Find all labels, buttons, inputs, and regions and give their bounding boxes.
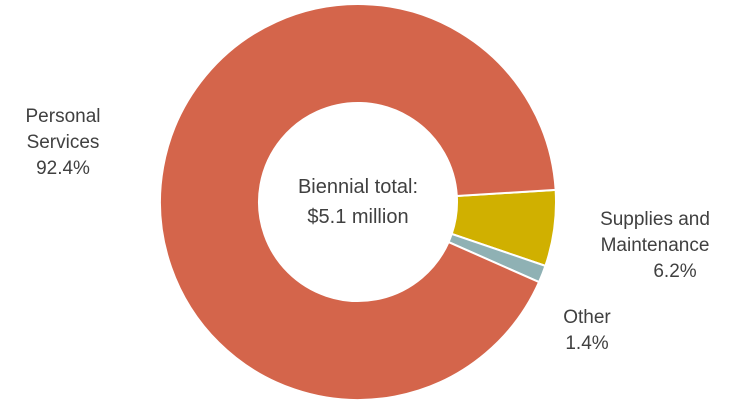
slice-label-other-value: 1.4% — [565, 333, 609, 354]
center-label-line-2: $5.1 million — [307, 206, 409, 228]
center-label-line-1: Biennial total: — [297, 176, 419, 198]
slice-label-other-name: Other — [563, 307, 611, 328]
slice-label-personal-services-name: Personal Services — [25, 106, 101, 153]
slice-label-other: Other 1.4% — [552, 305, 622, 357]
slice-label-personal-services: Personal Services 92.4% — [0, 104, 126, 182]
slice-label-supplies-value: 6.2% — [653, 261, 697, 282]
slice-label-supplies-name: Supplies and Maintenance — [600, 209, 710, 256]
center-label: Biennial total: $5.1 million — [258, 172, 458, 232]
slice-label-supplies: Supplies and Maintenance 6.2% — [580, 207, 729, 285]
slice-personal-services — [159, 3, 557, 401]
slice-label-personal-services-value: 92.4% — [36, 158, 90, 179]
